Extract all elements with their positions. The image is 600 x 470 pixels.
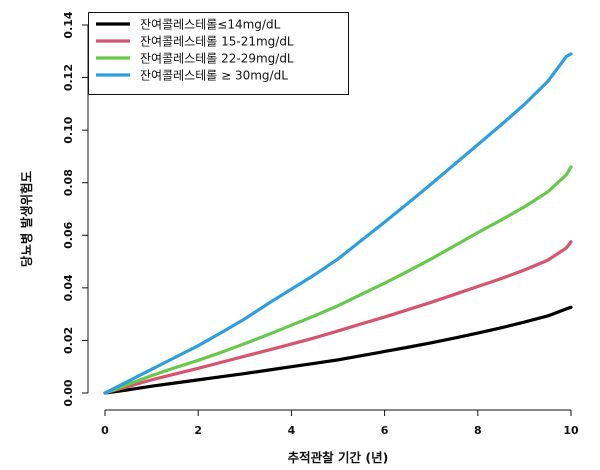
x-tick-label: 6 [381,424,389,437]
x-tick-label: 2 [194,424,202,437]
y-tick-label: 0.04 [62,274,75,301]
y-tick-label: 0.00 [62,379,75,406]
y-tick-label: 0.08 [62,169,75,196]
y-axis-ticks: 0.00 0.02 0.04 0.06 0.08 0.10 0.12 0.14 [62,11,88,407]
y-tick-label: 0.02 [62,327,75,354]
legend-label-4: 잔여콜레스테롤 ≥ 30mg/dL [140,69,288,83]
series-line-1 [103,305,573,395]
legend-label-3: 잔여콜레스테롤 22-29mg/dL [140,52,294,66]
series-line-2 [103,240,573,395]
x-axis-ticks: 0 2 4 6 8 10 [101,410,579,437]
series-line-4 [103,52,573,395]
legend-label-1: 잔여콜레스테롤≤14mg/dL [140,18,281,32]
series-line-3 [103,165,573,395]
legend: 잔여콜레스테롤≤14mg/dL 잔여콜레스테롤 15-21mg/dL 잔여콜레스테롤… [88,12,349,95]
y-axis-title: 당뇨병 발생위험도 [19,170,34,267]
legend-box [88,12,349,95]
y-tick-label: 0.06 [62,221,75,248]
y-tick-label: 0.14 [62,11,75,38]
x-tick-label: 10 [563,424,579,437]
series-lines [103,52,573,395]
legend-label-2: 잔여콜레스테롤 15-21mg/dL [140,35,294,49]
x-tick-label: 0 [101,424,109,437]
y-tick-label: 0.12 [62,64,75,91]
x-tick-label: 4 [288,424,296,437]
x-tick-label: 8 [474,424,482,437]
y-tick-label: 0.10 [62,116,75,143]
x-axis-title: 추적관찰 기간 (년) [288,450,389,465]
